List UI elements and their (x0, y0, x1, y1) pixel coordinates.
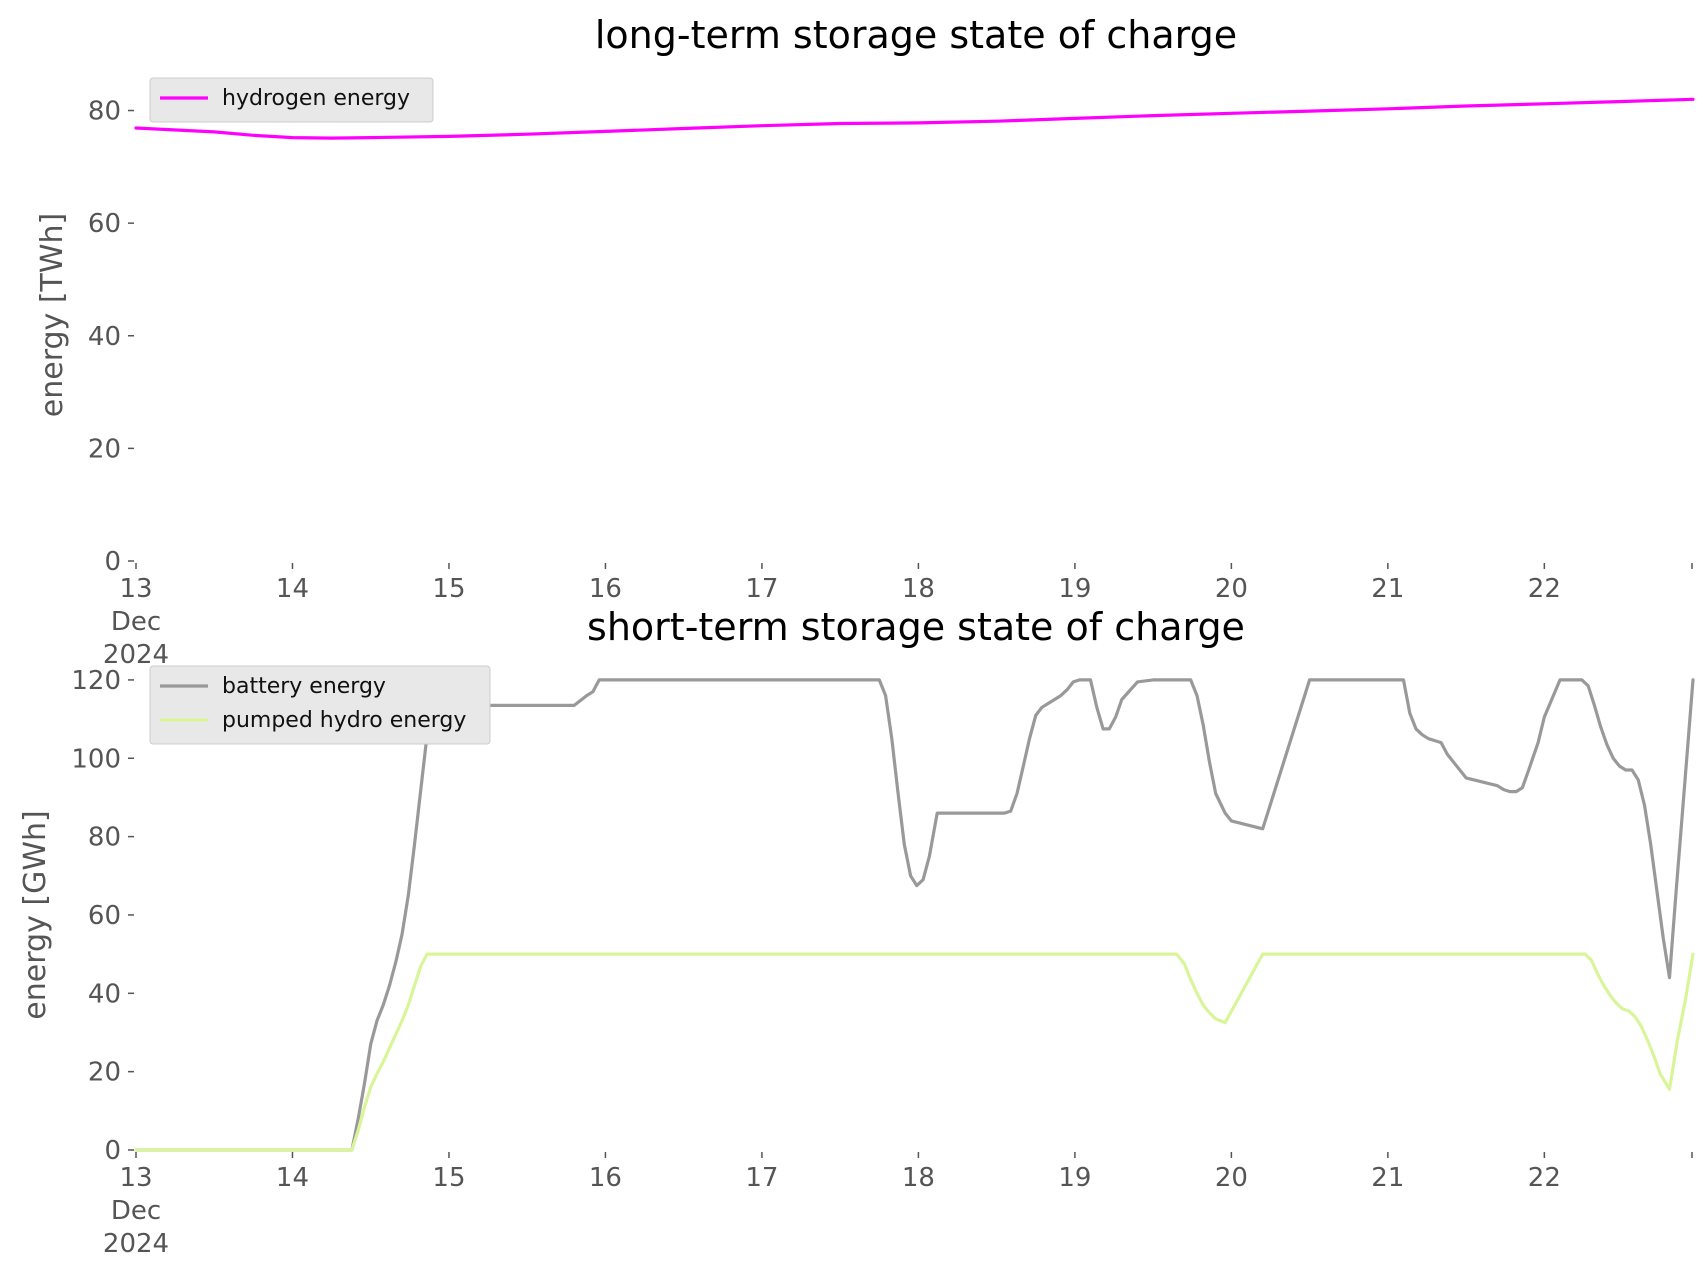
x-tick-label: 16 (589, 1163, 622, 1193)
y-tick-label: 100 (71, 744, 121, 774)
x-tick-label: 17 (745, 574, 778, 604)
legend-label: battery energy (222, 674, 386, 699)
x-tick-label: 19 (1058, 574, 1091, 604)
x-tick-label: 14 (276, 574, 309, 604)
x-tick-label: 17 (745, 1163, 778, 1193)
x-tick-label: 15 (432, 574, 465, 604)
legend-box (149, 665, 491, 745)
chart-title: short-term storage state of charge (587, 605, 1245, 649)
x-tick-label: 19 (1058, 1163, 1091, 1193)
y-tick-label: 80 (88, 823, 121, 853)
x-tick-label: 13 (119, 574, 152, 604)
y-tick-label: 60 (88, 209, 121, 239)
short-term-chart: short-term storage state of charge energ… (18, 605, 1695, 1259)
y-tick-label: 20 (88, 434, 121, 464)
x-tick-label: 2024 (103, 1229, 169, 1259)
legend-box (149, 77, 434, 123)
y-tick-label: 60 (88, 901, 121, 931)
y-tick-label: 0 (104, 1136, 121, 1166)
x-tick-label: 18 (902, 1163, 935, 1193)
legend-label: hydrogen energy (222, 86, 410, 111)
y-tick-label: 120 (71, 666, 121, 696)
x-tick-label: 20 (1215, 1163, 1248, 1193)
series-line (134, 952, 1695, 1152)
x-tick-label: 22 (1528, 574, 1561, 604)
x-tick-label: 2024 (103, 640, 169, 670)
y-tick-label: 20 (88, 1058, 121, 1088)
chart-title: long-term storage state of charge (595, 13, 1237, 57)
x-tick-label: Dec (111, 1196, 161, 1226)
long-term-chart: long-term storage state of charge energy… (35, 13, 1695, 670)
y-tick-label: 40 (88, 322, 121, 352)
x-tick-label: 20 (1215, 574, 1248, 604)
y-axis-label: energy [GWh] (18, 810, 53, 1019)
y-tick-label: 0 (104, 547, 121, 577)
x-tick-label: 22 (1528, 1163, 1561, 1193)
series-line (134, 97, 1695, 140)
y-tick-label: 40 (88, 979, 121, 1009)
x-tick-label: 14 (276, 1163, 309, 1193)
x-tick-label: 13 (119, 1163, 152, 1193)
x-tick-label: 16 (589, 574, 622, 604)
x-tick-label: 21 (1371, 574, 1404, 604)
x-tick-label: 21 (1371, 1163, 1404, 1193)
x-tick-label: 15 (432, 1163, 465, 1193)
x-tick-label: Dec (111, 607, 161, 637)
series-line (134, 678, 1695, 1152)
y-axis-label: energy [TWh] (35, 213, 70, 417)
legend-label: pumped hydro energy (222, 708, 466, 733)
x-tick-label: 18 (902, 574, 935, 604)
y-tick-label: 80 (88, 97, 121, 127)
